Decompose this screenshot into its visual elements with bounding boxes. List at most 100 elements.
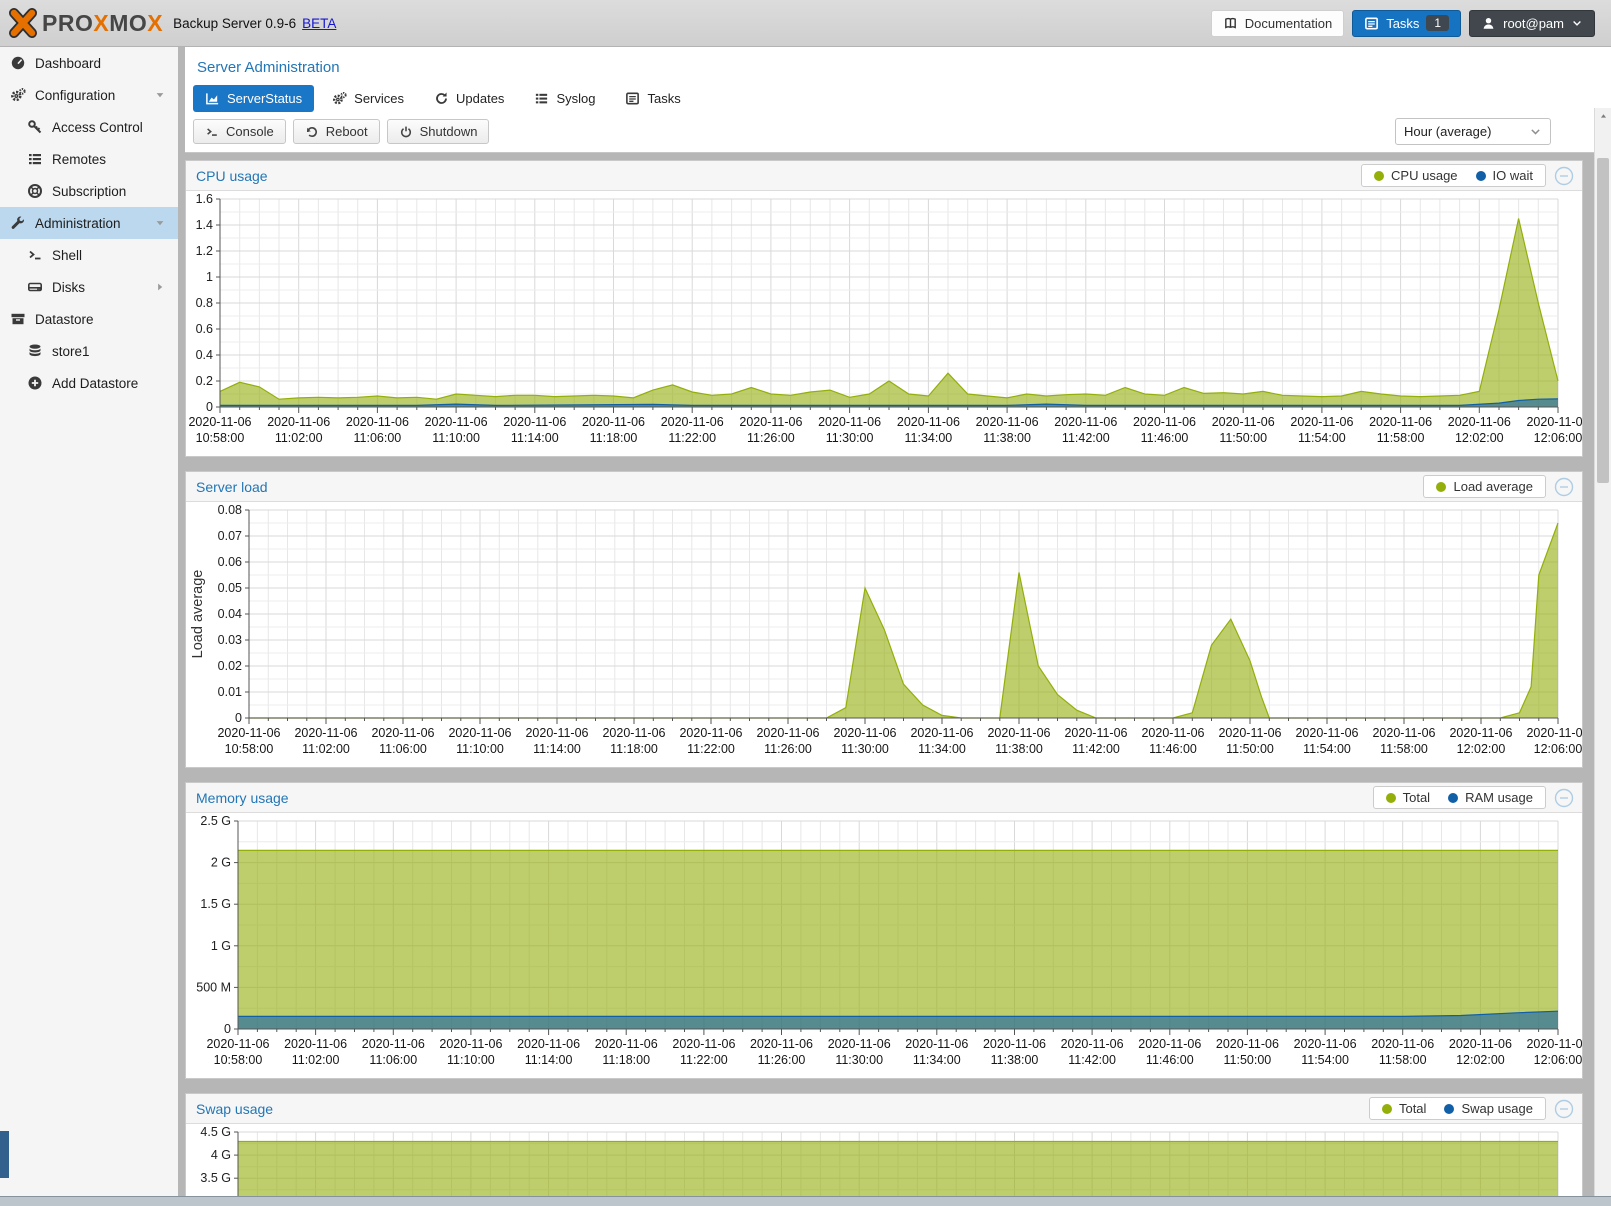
sidebar-item-shell[interactable]: Shell: [0, 239, 178, 271]
svg-text:0.05: 0.05: [218, 581, 242, 595]
minus-circle-icon[interactable]: [1554, 477, 1574, 497]
svg-text:11:50:00: 11:50:00: [1224, 1053, 1272, 1067]
tab-label: Tasks: [647, 91, 681, 106]
sidebar-item-configuration[interactable]: Configuration: [0, 79, 178, 111]
sidebar-item-label: Add Datastore: [52, 375, 139, 391]
shutdown-button[interactable]: Shutdown: [386, 119, 490, 144]
sidebar-item-label: Datastore: [35, 311, 94, 327]
svg-text:2020-11-06: 2020-11-06: [897, 415, 960, 429]
sidebar-item-remotes[interactable]: Remotes: [0, 143, 178, 175]
scrollbar-thumb[interactable]: [1597, 158, 1609, 483]
sidebar-item-dashboard[interactable]: Dashboard: [0, 47, 178, 79]
reboot-button[interactable]: Reboot: [292, 119, 380, 144]
sidebar-item-administration[interactable]: Administration: [0, 207, 178, 239]
sidebar-item-label: store1: [52, 343, 90, 359]
console-button[interactable]: Console: [193, 119, 286, 144]
svg-text:11:46:00: 11:46:00: [1141, 431, 1189, 445]
tab-updates[interactable]: Updates: [422, 85, 516, 112]
scroll-up-arrow-icon[interactable]: [1595, 108, 1611, 124]
svg-text:2020-11-06: 2020-11-06: [1141, 726, 1204, 740]
svg-text:2020-11-06: 2020-11-06: [595, 1037, 658, 1051]
time-range-select[interactable]: Hour (average): [1395, 118, 1551, 145]
sidebar-item-label: Dashboard: [35, 55, 102, 71]
legend-item-swap-usage[interactable]: Swap usage: [1444, 1101, 1533, 1116]
tab-serverstatus[interactable]: ServerStatus: [193, 85, 315, 112]
legend-label: Swap usage: [1461, 1101, 1533, 1116]
vertical-scrollbar[interactable]: [1594, 108, 1611, 1206]
svg-text:11:50:00: 11:50:00: [1219, 431, 1267, 445]
svg-text:11:30:00: 11:30:00: [835, 1053, 883, 1067]
legend-item-ram-usage[interactable]: RAM usage: [1448, 790, 1533, 805]
svg-text:11:06:00: 11:06:00: [354, 431, 402, 445]
svg-text:2020-11-06: 2020-11-06: [1133, 415, 1196, 429]
list-icon: [27, 151, 43, 167]
svg-text:2020-11-06: 2020-11-06: [206, 1037, 269, 1051]
svg-text:11:42:00: 11:42:00: [1062, 431, 1110, 445]
svg-text:11:46:00: 11:46:00: [1149, 742, 1197, 756]
svg-text:11:42:00: 11:42:00: [1072, 742, 1120, 756]
caret-down-icon[interactable]: [154, 89, 166, 101]
tasks-icon: [1364, 16, 1379, 31]
chart-legend: Total RAM usage: [1372, 786, 1546, 809]
svg-text:2020-11-06: 2020-11-06: [602, 726, 665, 740]
key-icon: [27, 119, 43, 135]
minus-circle-icon[interactable]: [1554, 1099, 1574, 1119]
product-version: Backup Server 0.9-6: [173, 15, 297, 31]
sidebar-item-store1[interactable]: store1: [0, 335, 178, 367]
sidebar-item-datastore[interactable]: Datastore: [0, 303, 178, 335]
panel-header: Swap usage Total Swap usage: [186, 1094, 1582, 1124]
svg-text:0.8: 0.8: [196, 296, 213, 310]
svg-text:0.03: 0.03: [218, 633, 242, 647]
caret-down-icon[interactable]: [154, 217, 166, 229]
svg-text:2020-11-06: 2020-11-06: [739, 415, 802, 429]
minus-circle-icon[interactable]: [1554, 788, 1574, 808]
svg-text:11:26:00: 11:26:00: [758, 1053, 806, 1067]
undo-icon: [305, 125, 319, 139]
tab-tasks[interactable]: Tasks: [613, 85, 692, 112]
svg-text:2020-11-06: 2020-11-06: [672, 1037, 735, 1051]
documentation-button[interactable]: Documentation: [1210, 9, 1345, 37]
legend-item-total[interactable]: Total: [1381, 1101, 1426, 1116]
svg-text:12:02:00: 12:02:00: [1455, 431, 1504, 445]
svg-text:10:58:00: 10:58:00: [225, 742, 274, 756]
tab-services[interactable]: Services: [320, 85, 416, 112]
panel-title: CPU usage: [196, 167, 268, 184]
legend-label: CPU usage: [1391, 168, 1458, 183]
legend-item-load-average[interactable]: Load average: [1436, 479, 1533, 494]
legend-item-io-wait[interactable]: IO wait: [1475, 168, 1533, 183]
sidebar-item-disks[interactable]: Disks: [0, 271, 178, 303]
legend-dot-icon: [1444, 1103, 1455, 1114]
main-content: Server Administration ServerStatus Servic…: [185, 47, 1611, 1206]
tab-syslog[interactable]: Syslog: [522, 85, 607, 112]
tasks-button[interactable]: Tasks 1: [1352, 9, 1462, 37]
power-icon: [399, 125, 413, 139]
svg-text:2020-11-06: 2020-11-06: [1294, 1037, 1357, 1051]
sidebar-item-add-datastore[interactable]: Add Datastore: [0, 367, 178, 399]
svg-text:0.6: 0.6: [196, 322, 213, 336]
chart-legend: Total Swap usage: [1368, 1097, 1546, 1120]
svg-text:2020-11-06: 2020-11-06: [1216, 1037, 1279, 1051]
sidebar-item-access-control[interactable]: Access Control: [0, 111, 178, 143]
beta-link[interactable]: BETA: [302, 15, 337, 31]
svg-text:1.6: 1.6: [196, 192, 213, 206]
caret-right-icon[interactable]: [154, 281, 166, 293]
gears-icon: [332, 91, 347, 106]
legend-dot-icon: [1436, 481, 1447, 492]
tab-bar: ServerStatus Services Updates Syslog Tasks: [185, 76, 1611, 112]
svg-text:1 G: 1 G: [211, 939, 231, 953]
panel-header: Server load Load average: [186, 472, 1582, 502]
button-label: Console: [226, 124, 274, 139]
legend-item-total[interactable]: Total: [1385, 790, 1430, 805]
svg-text:12:02:00: 12:02:00: [1456, 1053, 1505, 1067]
minus-circle-icon[interactable]: [1554, 166, 1574, 186]
svg-text:0.02: 0.02: [218, 659, 242, 673]
svg-text:11:02:00: 11:02:00: [302, 742, 350, 756]
svg-text:2020-11-06: 2020-11-06: [217, 726, 280, 740]
legend-item-cpu-usage[interactable]: CPU usage: [1374, 168, 1458, 183]
sidebar-item-subscription[interactable]: Subscription: [0, 175, 178, 207]
proxmox-logo: PROXMOX: [8, 8, 163, 38]
svg-text:1.5 G: 1.5 G: [200, 897, 231, 911]
user-menu-button[interactable]: root@pam: [1469, 9, 1595, 37]
svg-text:2020-11-06: 2020-11-06: [503, 415, 566, 429]
proxmox-x-icon: [8, 8, 38, 38]
